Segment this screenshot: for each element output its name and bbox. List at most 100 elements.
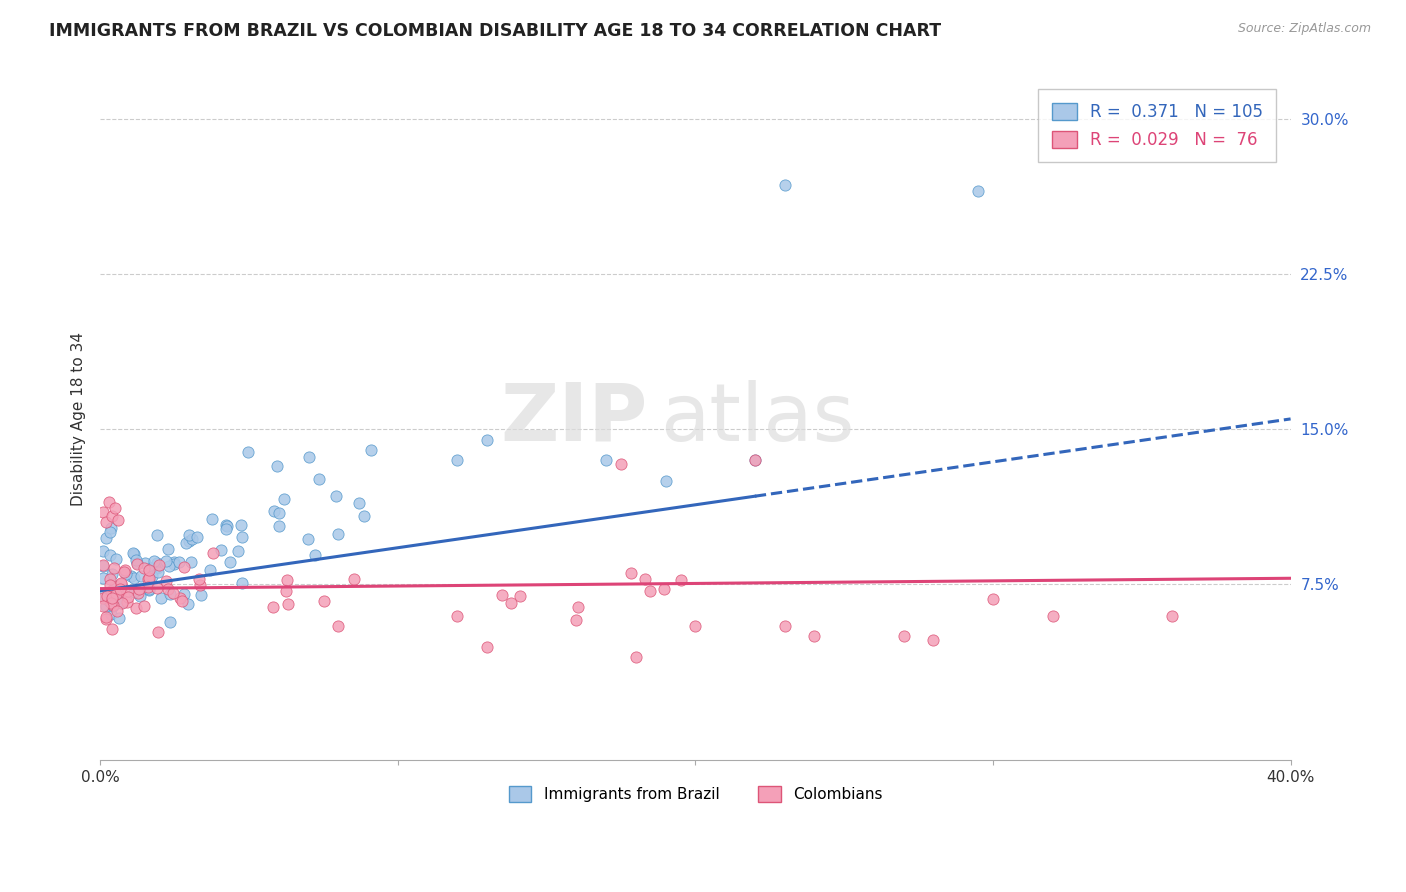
Point [143, 554, 166, 568]
Point [595, 453, 617, 467]
Point [146, 561, 169, 575]
Point [101, 509, 124, 524]
Point [162, 586, 184, 600]
Point [94, 610, 117, 624]
Point [297, 450, 319, 465]
Point [328, 619, 350, 633]
Point [163, 555, 186, 569]
Point [209, 542, 232, 557]
Point [156, 541, 179, 556]
Point [148, 558, 170, 572]
Point [100, 589, 122, 603]
Legend: Immigrants from Brazil, Colombians: Immigrants from Brazil, Colombians [496, 773, 894, 814]
Point [620, 566, 643, 581]
Point [105, 552, 128, 566]
Point [141, 569, 163, 583]
Point [138, 563, 160, 577]
Point [114, 563, 136, 577]
Text: atlas: atlas [659, 380, 853, 458]
Point [633, 572, 655, 586]
Point [188, 577, 211, 591]
Point [125, 601, 148, 615]
Point [105, 604, 128, 618]
Point [139, 560, 162, 574]
Point [122, 547, 145, 561]
Point [328, 527, 350, 541]
Point [104, 500, 127, 515]
Point [96, 612, 118, 626]
Point [214, 517, 236, 532]
Point [267, 519, 290, 533]
Point [91, 558, 114, 573]
Point [201, 512, 224, 526]
Point [157, 558, 180, 573]
Point [308, 472, 330, 486]
Point [91, 591, 114, 606]
Point [100, 596, 122, 610]
Point [177, 533, 200, 548]
Point [98, 578, 121, 592]
Point [91, 543, 114, 558]
Point [360, 442, 382, 457]
Point [654, 474, 676, 488]
Point [491, 588, 513, 602]
Point [159, 587, 181, 601]
Point [263, 504, 285, 518]
Point [1042, 608, 1064, 623]
Point [94, 531, 117, 545]
Point [103, 599, 125, 613]
Point [499, 596, 522, 610]
Point [105, 587, 128, 601]
Point [565, 613, 588, 627]
Point [180, 532, 202, 546]
Point [138, 571, 160, 585]
Point [654, 582, 676, 596]
Point [297, 532, 319, 546]
Point [146, 556, 169, 570]
Point [115, 595, 138, 609]
Point [215, 522, 238, 536]
Point [101, 566, 124, 581]
Point [159, 615, 181, 630]
Point [155, 554, 177, 568]
Point [129, 589, 152, 603]
Point [173, 560, 195, 574]
Point [129, 569, 152, 583]
Point [567, 599, 589, 614]
Point [475, 433, 498, 447]
Point [167, 555, 190, 569]
Point [138, 572, 160, 586]
Point [312, 594, 335, 608]
Point [236, 445, 259, 459]
Point [228, 543, 250, 558]
Point [110, 596, 132, 610]
Point [169, 591, 191, 605]
Point [173, 587, 195, 601]
Point [125, 553, 148, 567]
Point [155, 574, 177, 588]
Point [101, 586, 124, 600]
Point [685, 619, 707, 633]
Text: ZIP: ZIP [501, 380, 648, 458]
Point [325, 489, 347, 503]
Point [967, 184, 990, 198]
Point [188, 572, 211, 586]
Point [103, 560, 125, 574]
Point [1160, 608, 1182, 623]
Point [103, 598, 125, 612]
Point [475, 640, 498, 654]
Point [638, 584, 661, 599]
Point [186, 530, 208, 544]
Point [128, 582, 150, 596]
Point [773, 619, 796, 633]
Point [446, 608, 468, 623]
Point [120, 569, 142, 583]
Point [110, 576, 132, 591]
Point [343, 572, 366, 586]
Point [91, 571, 114, 585]
Point [274, 583, 297, 598]
Point [773, 178, 796, 192]
Point [97, 593, 120, 607]
Point [146, 565, 169, 579]
Point [163, 558, 186, 572]
